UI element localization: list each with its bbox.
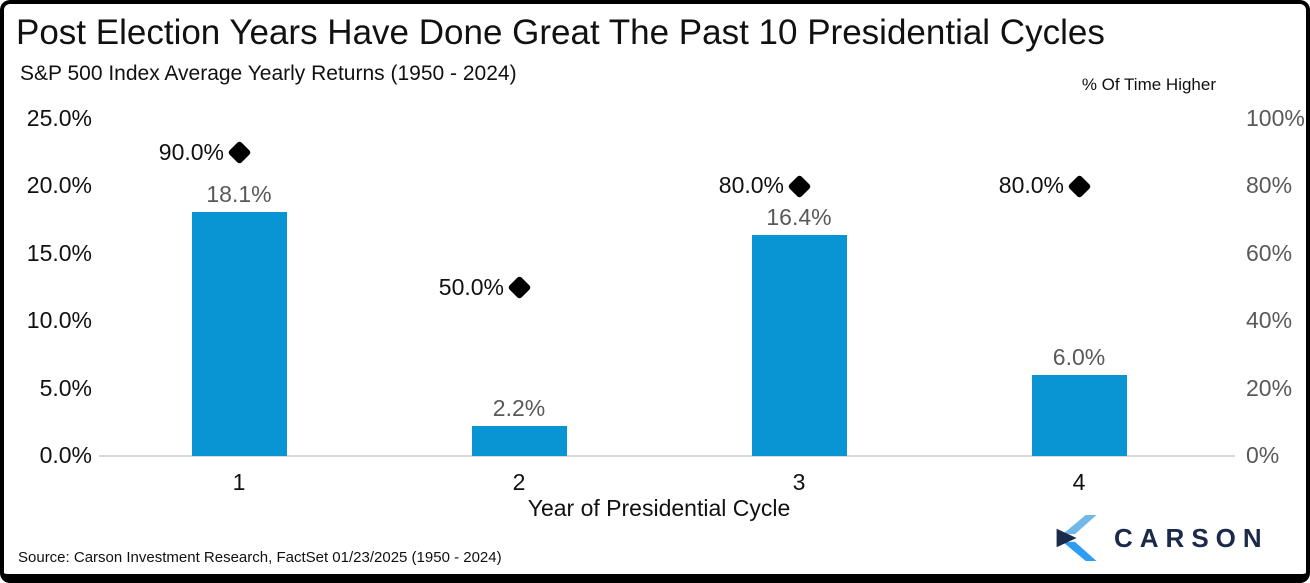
diamond-value-label: 50.0% — [438, 273, 504, 300]
y-axis-tick-right: 80% — [1246, 172, 1293, 199]
y-axis-tick-right: 100% — [1246, 105, 1305, 131]
diamond-value-label: 90.0% — [158, 138, 224, 165]
diamond-marker — [506, 275, 532, 300]
bar-value-label: 16.4% — [766, 203, 832, 230]
y-axis-tick-right: 20% — [1246, 374, 1293, 401]
chart-title: Post Election Years Have Done Great The … — [16, 13, 1105, 52]
source-note: Source: Carson Investment Research, Fact… — [18, 549, 502, 566]
chart-subtitle: S&P 500 Index Average Yearly Returns (19… — [20, 62, 517, 85]
bar-year-1 — [191, 212, 287, 456]
x-axis-title: Year of Presidential Cycle — [527, 495, 791, 521]
diamond-marker — [226, 140, 252, 165]
diamond-marker — [1066, 174, 1092, 199]
y-axis-tick-left: 20.0% — [26, 172, 92, 199]
y-axis-tick-left: 5.0% — [39, 374, 92, 401]
y-axis-tick-right: 60% — [1246, 239, 1293, 266]
diamond-value-label: 80.0% — [718, 172, 784, 199]
y-axis-tick-right: 0% — [1246, 442, 1280, 468]
x-axis-tick: 3 — [792, 469, 806, 495]
x-axis-tick: 2 — [512, 469, 526, 495]
x-axis-baseline — [99, 455, 1235, 457]
y-axis-tick-left: 15.0% — [26, 239, 92, 266]
carson-logo-text: CARSON — [1114, 522, 1269, 553]
bar-year-4 — [1031, 375, 1127, 456]
bar-value-label: 18.1% — [206, 181, 272, 207]
diamond-marker — [786, 174, 812, 199]
y-axis-tick-left: 10.0% — [26, 307, 92, 334]
y-axis-tick-right: 40% — [1246, 307, 1293, 334]
bar-value-label: 2.2% — [492, 395, 546, 422]
bar-year-2 — [471, 426, 567, 456]
y-axis-tick-left: 0.0% — [39, 442, 92, 468]
x-axis-tick: 4 — [1072, 469, 1086, 495]
y-axis-tick-left: 25.0% — [26, 105, 92, 131]
x-axis-tick: 1 — [232, 469, 246, 495]
carson-logo: CARSON — [1052, 512, 1269, 564]
bar-value-label: 6.0% — [1052, 344, 1106, 371]
diamond-value-label: 80.0% — [998, 172, 1064, 199]
right-axis-title: % Of Time Higher — [1081, 75, 1216, 94]
carson-logo-icon — [1056, 515, 1097, 561]
bar-year-3 — [751, 234, 847, 456]
